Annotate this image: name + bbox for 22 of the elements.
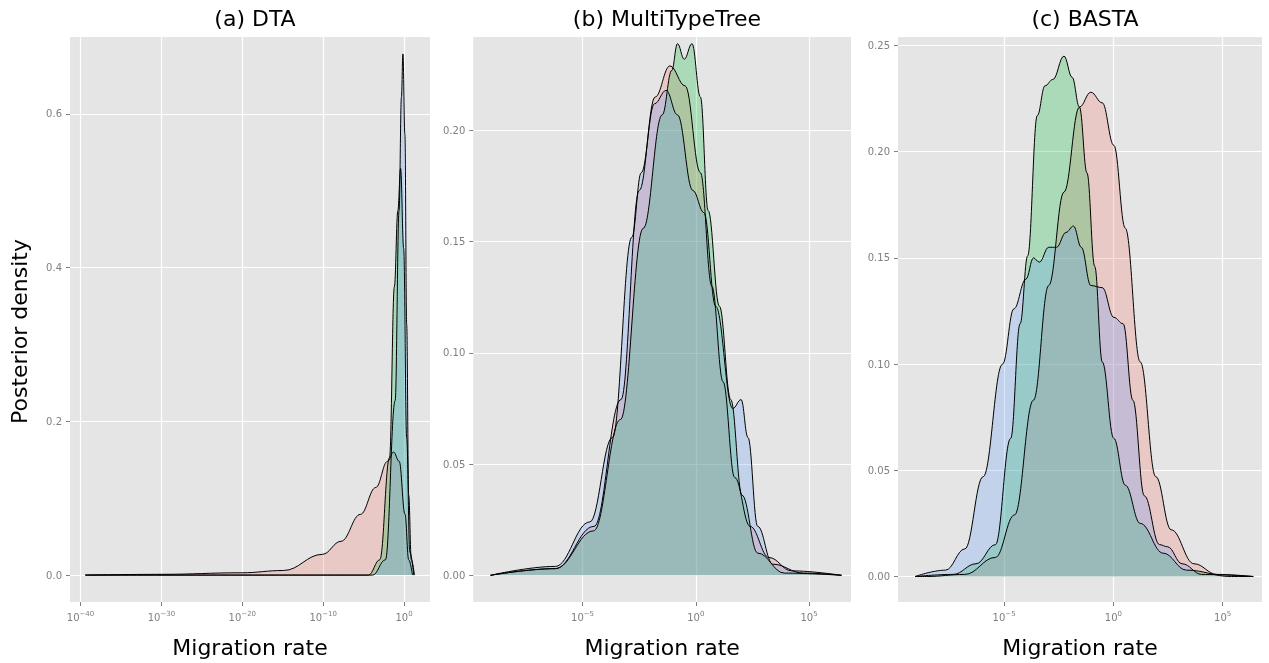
y-tick-label: 0.6 bbox=[46, 108, 62, 120]
y-tick-label: 0.25 bbox=[867, 40, 890, 51]
x-axis-title: Migration rate bbox=[172, 634, 328, 660]
y-tick-label: 0.15 bbox=[443, 236, 466, 248]
y-tick-label: 0.05 bbox=[867, 464, 890, 476]
chart-title: (a) DTA bbox=[214, 5, 296, 31]
y-tick-label: 0.00 bbox=[443, 569, 466, 581]
chart-title: (b) MultiTypeTree bbox=[572, 5, 762, 31]
y-tick-label: 0.15 bbox=[867, 252, 890, 264]
y-tick-label: 0.4 bbox=[46, 262, 62, 274]
x-axis-title: Migration rate bbox=[1002, 634, 1158, 660]
y-tick-label: 0.00 bbox=[867, 571, 890, 583]
y-axis-title: Posterior density bbox=[6, 239, 32, 424]
y-tick-label: 0.10 bbox=[443, 347, 466, 359]
y-tick-label: 0.05 bbox=[443, 458, 466, 470]
y-tick-label: 0.20 bbox=[443, 124, 466, 136]
y-tick-label: 0.10 bbox=[867, 358, 890, 370]
y-tick-label: 0.20 bbox=[867, 146, 890, 158]
chart-title: (c) BASTA bbox=[1031, 5, 1139, 31]
y-tick-label: 0.0 bbox=[46, 569, 62, 581]
x-axis-title: Migration rate bbox=[584, 634, 740, 660]
y-tick-label: 0.2 bbox=[46, 415, 62, 427]
